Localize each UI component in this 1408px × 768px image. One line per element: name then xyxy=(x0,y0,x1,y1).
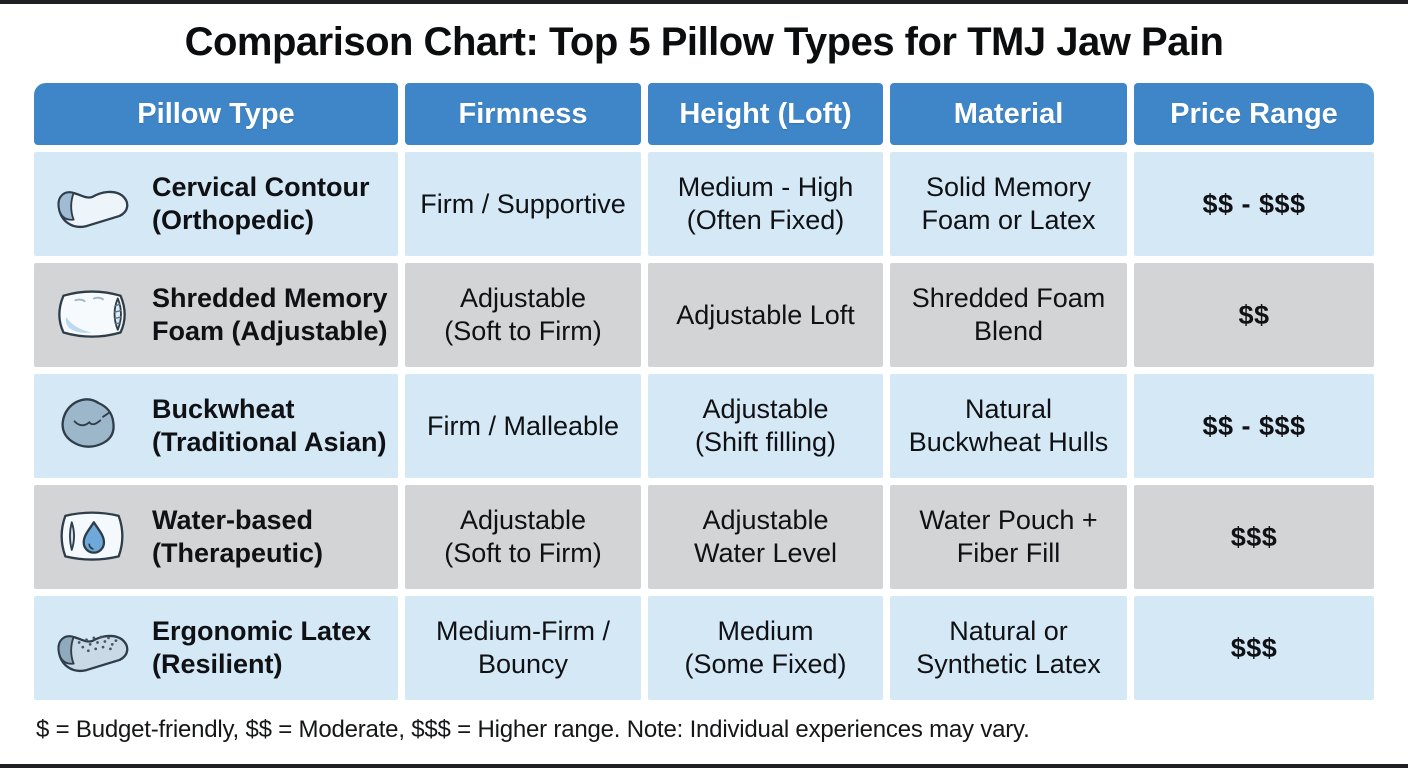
table-row: Shredded Memory Foam (Adjustable) Adjust… xyxy=(34,263,1374,367)
pillow-name: Buckwheat (Traditional Asian) xyxy=(152,394,387,457)
firmness-cell: Firm / Malleable xyxy=(405,374,641,478)
cervical-contour-pillow-icon xyxy=(46,136,138,272)
price-cell: $$$ xyxy=(1134,596,1374,700)
pillow-type-cell: Cervical Contour (Orthopedic) xyxy=(34,152,398,256)
loft-cell: Medium (Some Fixed) xyxy=(648,596,883,700)
buckwheat-pillow-icon xyxy=(46,358,138,494)
material-cell: Solid Memory Foam or Latex xyxy=(890,152,1127,256)
price-cell: $$ - $$$ xyxy=(1134,374,1374,478)
firmness-cell: Medium-Firm / Bouncy xyxy=(405,596,641,700)
pillow-type-cell: Shredded Memory Foam (Adjustable) xyxy=(34,263,398,367)
column-header-height-loft: Height (Loft) xyxy=(648,83,883,145)
top-edge-strip xyxy=(0,0,1408,4)
firmness-cell: Firm / Supportive xyxy=(405,152,641,256)
price-cell: $$$ xyxy=(1134,485,1374,589)
table-row: Water-based (Therapeutic) Adjustable (So… xyxy=(34,485,1374,589)
firmness-cell: Adjustable (Soft to Firm) xyxy=(405,485,641,589)
firmness-cell: Adjustable (Soft to Firm) xyxy=(405,263,641,367)
pillow-name: Water-based (Therapeutic) xyxy=(152,505,324,568)
loft-cell: Adjustable Water Level xyxy=(648,485,883,589)
comparison-table: Pillow Type Firmness Height (Loft) Mater… xyxy=(34,83,1374,700)
pillow-type-cell: Ergonomic Latex (Resilient) xyxy=(34,596,398,700)
table-row: Cervical Contour (Orthopedic) Firm / Sup… xyxy=(34,152,1374,256)
column-header-price-range: Price Range xyxy=(1134,83,1374,145)
page-title: Comparison Chart: Top 5 Pillow Types for… xyxy=(184,20,1224,64)
loft-cell: Adjustable Loft xyxy=(648,263,883,367)
bottom-edge-strip xyxy=(0,764,1408,768)
loft-cell: Medium - High (Often Fixed) xyxy=(648,152,883,256)
pillow-name: Shredded Memory Foam (Adjustable) xyxy=(152,283,388,346)
material-cell: Natural or Synthetic Latex xyxy=(890,596,1127,700)
table-row: Buckwheat (Traditional Asian) Firm / Mal… xyxy=(34,374,1374,478)
material-cell: Natural Buckwheat Hulls xyxy=(890,374,1127,478)
pillow-name: Cervical Contour (Orthopedic) xyxy=(152,172,370,235)
legend-note: $ = Budget-friendly, $$ = Moderate, $$$ … xyxy=(36,716,1030,743)
shredded-foam-pillow-icon xyxy=(46,247,138,383)
table-row: Ergonomic Latex (Resilient) Medium-Firm … xyxy=(34,596,1374,700)
loft-cell: Adjustable (Shift filling) xyxy=(648,374,883,478)
pillow-type-cell: Water-based (Therapeutic) xyxy=(34,485,398,589)
material-cell: Shredded Foam Blend xyxy=(890,263,1127,367)
latex-pillow-icon xyxy=(46,580,138,716)
water-pillow-icon xyxy=(46,469,138,605)
table-header: Pillow Type Firmness Height (Loft) Mater… xyxy=(34,83,1374,145)
material-cell: Water Pouch + Fiber Fill xyxy=(890,485,1127,589)
column-header-firmness: Firmness xyxy=(405,83,641,145)
price-cell: $$ xyxy=(1134,263,1374,367)
pillow-type-cell: Buckwheat (Traditional Asian) xyxy=(34,374,398,478)
column-header-material: Material xyxy=(890,83,1127,145)
price-cell: $$ - $$$ xyxy=(1134,152,1374,256)
pillow-name: Ergonomic Latex (Resilient) xyxy=(152,616,372,679)
column-header-pillow-type: Pillow Type xyxy=(34,83,398,145)
